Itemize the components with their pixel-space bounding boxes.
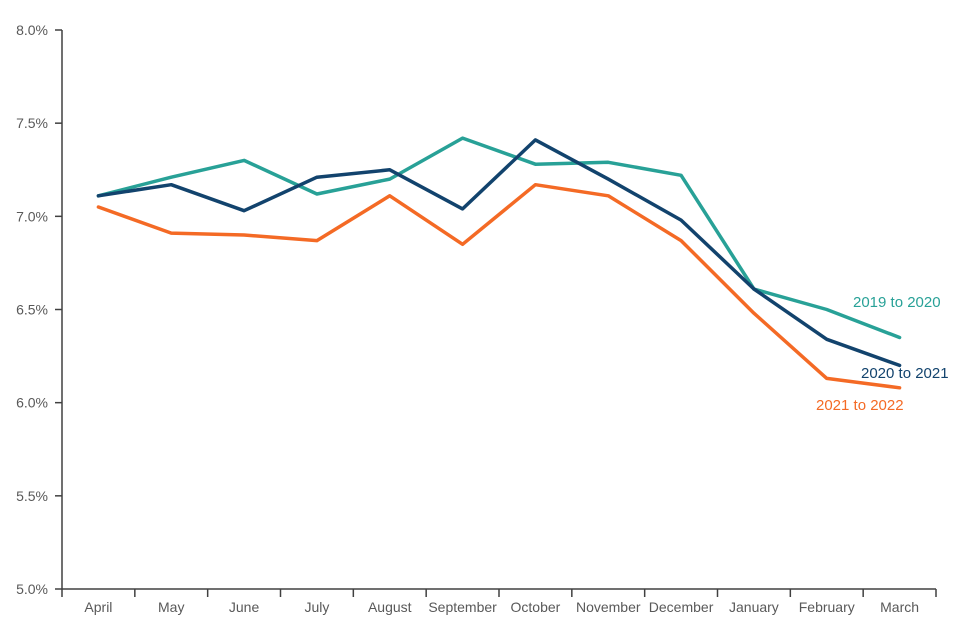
y-tick-label: 8.0% (16, 22, 48, 38)
x-tick-label: February (799, 599, 855, 615)
x-tick-label: June (229, 599, 260, 615)
y-tick-label: 5.0% (16, 581, 48, 597)
x-tick-label: September (428, 599, 497, 615)
x-tick-label: December (649, 599, 714, 615)
x-tick-label: March (880, 599, 919, 615)
series-label-2021-to-2022: 2021 to 2022 (816, 397, 904, 414)
x-tick-label: April (84, 599, 112, 615)
y-tick-label: 6.0% (16, 395, 48, 411)
y-tick-label: 7.5% (16, 115, 48, 131)
x-tick-label: October (511, 599, 561, 615)
x-tick-label: November (576, 599, 641, 615)
series-line-2020-to-2021 (96, 138, 902, 368)
x-tick-label: May (158, 599, 184, 615)
series-line-2019-to-2020 (96, 136, 902, 340)
series-label-2019-to-2020: 2019 to 2020 (853, 294, 941, 311)
series-line-2021-to-2022 (96, 182, 902, 390)
series-label-2020-to-2021: 2020 to 2021 (861, 365, 949, 382)
x-tick-label: July (304, 599, 329, 615)
y-tick-label: 5.5% (16, 488, 48, 504)
y-tick-label: 6.5% (16, 302, 48, 318)
x-tick-label: August (368, 599, 412, 615)
y-tick-label: 7.0% (16, 208, 48, 224)
x-tick-label: January (729, 599, 779, 615)
